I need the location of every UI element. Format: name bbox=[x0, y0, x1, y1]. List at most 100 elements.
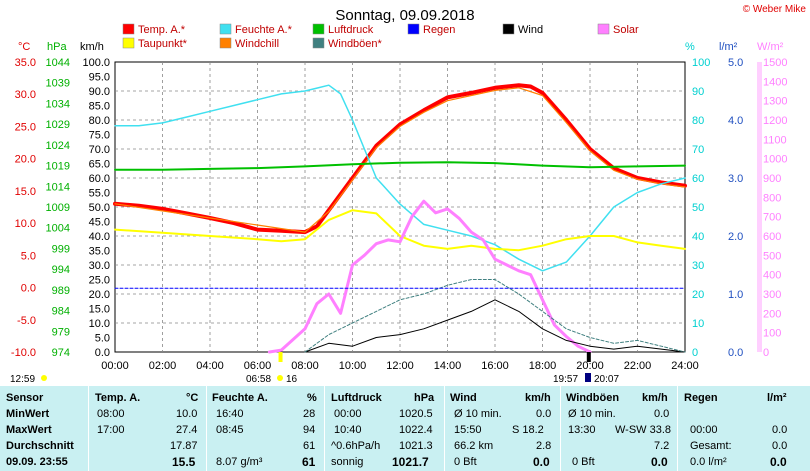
wind-avg: 2.8 bbox=[536, 440, 552, 452]
summary-panel: Sensor MinWert MaxWert Durchschnitt 09.0… bbox=[0, 386, 810, 471]
x-tick-label: 20:00 bbox=[576, 360, 604, 372]
x-tick-label: 04:00 bbox=[196, 360, 224, 372]
legend-swatch bbox=[407, 23, 420, 35]
humidity-max: 94 bbox=[303, 424, 316, 436]
rain-tick-label: 3.0 bbox=[728, 173, 743, 185]
temp-min-time: 08:00 bbox=[97, 408, 125, 420]
legend-swatch bbox=[502, 23, 515, 35]
series-taupunkt bbox=[114, 209, 686, 252]
humidity-tick-label: 70 bbox=[692, 144, 704, 156]
legend-swatch bbox=[219, 37, 232, 49]
temp-tick-label: 30.0 bbox=[15, 89, 36, 101]
rain-current: 0.0 bbox=[770, 455, 787, 469]
sunrise-marker bbox=[278, 352, 283, 362]
rain-tick-label: 1.0 bbox=[728, 289, 743, 301]
series-luftdruck bbox=[114, 161, 686, 171]
wind-tick-label: 70.0 bbox=[89, 144, 110, 156]
x-tick-label: 10:00 bbox=[339, 360, 367, 372]
row-label-current: 09.09. 23:55 bbox=[6, 456, 68, 468]
pressure-min: 1020.5 bbox=[399, 408, 433, 420]
humidity-tick-label: 10 bbox=[692, 318, 704, 330]
solar-tick-label: 1500 bbox=[763, 57, 787, 69]
gust-unit: km/h bbox=[642, 392, 668, 404]
pressure-min-time: 00:00 bbox=[334, 408, 362, 420]
solar-tick-label: 300 bbox=[763, 289, 781, 301]
x-tick-label: 24:00 bbox=[671, 360, 699, 372]
temp-max: 27.4 bbox=[176, 424, 198, 436]
wind-distance: 66.2 km bbox=[454, 440, 494, 452]
solar-unit: W/m² bbox=[757, 41, 784, 53]
solar-tick-label: 900 bbox=[763, 173, 781, 185]
sun-icon bbox=[41, 375, 47, 381]
humidity-avg: 61 bbox=[303, 440, 316, 452]
temp-tick-label: 20.0 bbox=[15, 154, 36, 166]
pressure-tick-label: 1009 bbox=[46, 202, 70, 214]
solar-tick-label: 0 bbox=[763, 347, 769, 359]
rain-unit: l/m² bbox=[767, 392, 787, 404]
rain-header: Regen bbox=[684, 392, 718, 404]
legend-swatch bbox=[597, 23, 610, 35]
rain-tick-label: 0.0 bbox=[728, 347, 743, 359]
x-tick-label: 22:00 bbox=[624, 360, 652, 372]
sun-left-label: 12:59 bbox=[10, 374, 35, 385]
row-label-avg: Durchschnitt bbox=[6, 440, 74, 452]
pressure-tick-label: 1029 bbox=[46, 119, 70, 131]
solar-tick-label: 1300 bbox=[763, 96, 787, 108]
solar-axis-bar bbox=[757, 62, 762, 352]
solar-tick-label: 600 bbox=[763, 231, 781, 243]
legend-swatch bbox=[122, 37, 135, 49]
pressure-tick-label: 1014 bbox=[46, 181, 70, 193]
pressure-tick-label: 1039 bbox=[46, 78, 70, 90]
humidity-unit: % bbox=[307, 392, 317, 404]
humidity-current: 61 bbox=[302, 455, 316, 469]
pressure-max-time: 10:40 bbox=[334, 424, 362, 436]
series-solar bbox=[267, 199, 592, 354]
rain-tick-label: 5.0 bbox=[728, 57, 743, 69]
pressure-trend: ^0.6hPa/h bbox=[331, 440, 381, 452]
moon-icon bbox=[585, 373, 591, 382]
rain-max: 0.0 bbox=[772, 424, 788, 436]
solar-tick-label: 1200 bbox=[763, 115, 787, 127]
pressure-tick-label: 1044 bbox=[46, 57, 70, 69]
legend-label: Wind bbox=[518, 24, 543, 36]
pressure-header: Luftdruck bbox=[331, 392, 382, 404]
wind-tick-label: 35.0 bbox=[89, 246, 110, 258]
wind-tick-label: 85.0 bbox=[89, 101, 110, 113]
solar-tick-label: 1400 bbox=[763, 76, 787, 88]
gust-current: 0.0 bbox=[651, 455, 668, 469]
wind-tick-label: 10.0 bbox=[89, 318, 110, 330]
solar-tick-label: 400 bbox=[763, 270, 781, 282]
temp-avg: 17.87 bbox=[170, 440, 198, 452]
wind-tick-label: 40.0 bbox=[89, 231, 110, 243]
humidity-absolute: 8.07 g/m³ bbox=[216, 456, 263, 468]
x-tick-label: 14:00 bbox=[434, 360, 462, 372]
legend-label: Windchill bbox=[235, 38, 279, 50]
series-windb-en bbox=[304, 279, 686, 353]
wind-tick-label: 15.0 bbox=[89, 304, 110, 316]
pressure-state: sonnig bbox=[331, 456, 364, 468]
temp-tick-label: -10.0 bbox=[11, 347, 36, 359]
temp-header: Temp. A. bbox=[95, 392, 141, 404]
wind-tick-label: 75.0 bbox=[89, 130, 110, 142]
wind-tick-label: 30.0 bbox=[89, 260, 110, 272]
legend-label: Luftdruck bbox=[328, 24, 374, 36]
row-label-sensor: Sensor bbox=[6, 392, 44, 404]
temp-tick-label: -5.0 bbox=[17, 315, 36, 327]
chart-title: Sonntag, 09.09.2018 bbox=[335, 7, 474, 24]
pressure-max: 1022.4 bbox=[399, 424, 433, 436]
humidity-max-time: 08:45 bbox=[216, 424, 244, 436]
humidity-tick-label: 90 bbox=[692, 86, 704, 98]
wind-tick-label: 80.0 bbox=[89, 115, 110, 127]
humidity-unit: % bbox=[685, 41, 695, 53]
humidity-tick-label: 40 bbox=[692, 231, 704, 243]
gust-avg10-label: Ø 10 min. bbox=[568, 408, 616, 420]
temp-unit: °C bbox=[186, 392, 199, 404]
rain-tick-label: 4.0 bbox=[728, 115, 743, 127]
weather-chart: Sonntag, 09.09.2018 © Weber Mike Temp. A.*… bbox=[10, 4, 806, 385]
pressure-tick-label: 989 bbox=[52, 285, 70, 297]
x-tick-label: 16:00 bbox=[481, 360, 509, 372]
x-tick-label: 00:00 bbox=[101, 360, 129, 372]
wind-avg10: 0.0 bbox=[536, 408, 552, 420]
wind-tick-label: 65.0 bbox=[89, 159, 110, 171]
temp-tick-label: 0.0 bbox=[21, 283, 36, 295]
